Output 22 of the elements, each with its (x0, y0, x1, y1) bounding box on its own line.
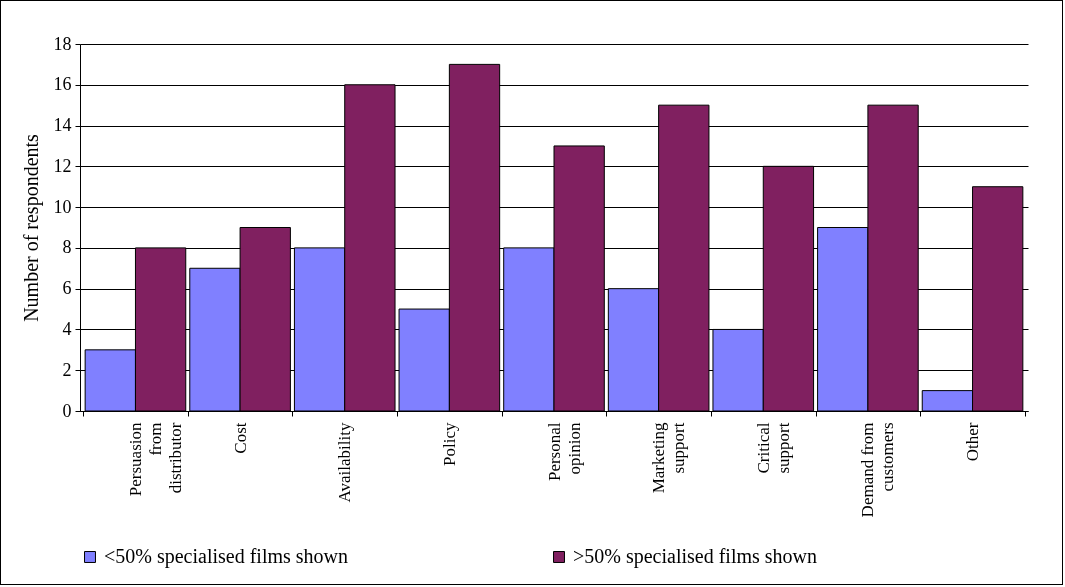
legend-label: <50% specialised films shown (104, 545, 349, 568)
y-tick-label: 0 (62, 400, 72, 421)
y-tick-label: 14 (53, 115, 72, 136)
x-tick-label: Other (963, 422, 983, 462)
y-tick-label: 10 (53, 196, 72, 217)
y-tick-label: 4 (62, 318, 72, 339)
x-tick-label: Personal opinion (544, 422, 584, 482)
x-tick-label: Demand from customers (858, 422, 898, 518)
x-tick-label: Persuasion from distributor (125, 422, 185, 497)
y-axis-title: Number of respondents (19, 133, 43, 322)
x-tick-label: Marketing support (649, 422, 689, 494)
x-tick-label: Cost (230, 422, 250, 454)
y-tick-label: 6 (62, 278, 72, 299)
y-tick-label: 8 (62, 237, 72, 258)
x-tick-label: Availability (335, 422, 355, 503)
x-tick-label: Critical support (753, 422, 793, 474)
y-tick-label: 18 (53, 33, 72, 54)
y-tick-label: 16 (53, 74, 72, 95)
y-tick-label: 2 (62, 359, 72, 380)
legend-label: >50% specialised films shown (573, 545, 818, 568)
x-tick-label: Policy (439, 422, 459, 466)
y-tick-label: 12 (53, 155, 72, 176)
